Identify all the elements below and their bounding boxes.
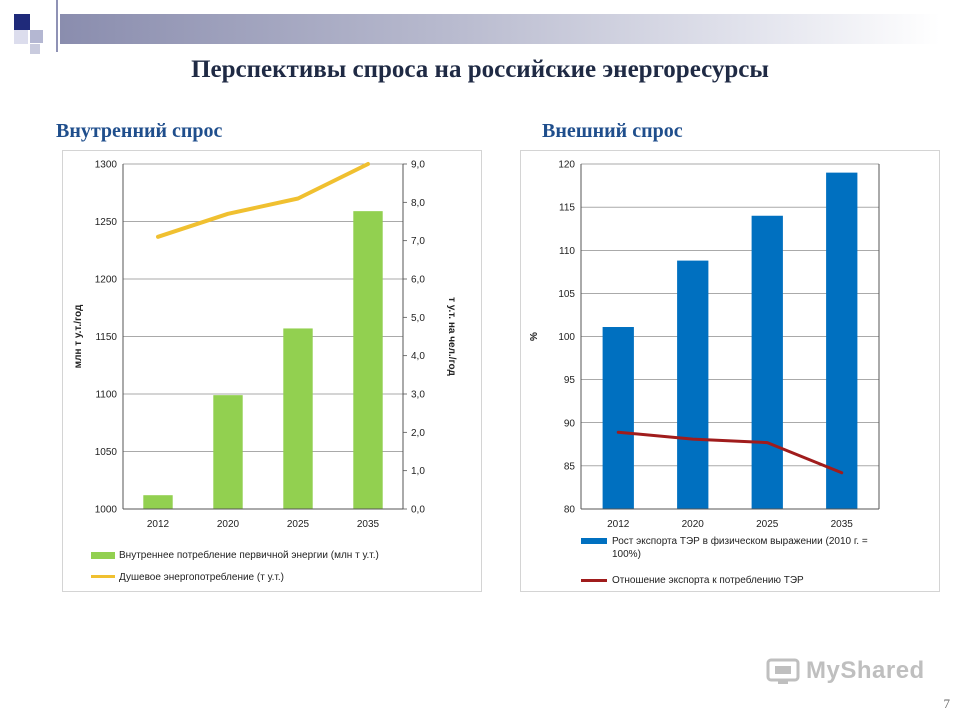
chart2-frame: 80 85 90 95 100 105 110 115 120% 2012 2020 2025 2035… — [520, 150, 940, 592]
x-tick-label: 2035 — [831, 519, 854, 530]
corner-square-light — [30, 44, 40, 54]
x-tick-label: 2035 — [357, 519, 380, 530]
legend-export-growth: Рост экспорта ТЭР в физическом выражении… — [612, 536, 868, 560]
y-axis-title: млн т у.т./год — [73, 304, 84, 368]
chart1-svg: 1000 1050 1100 1150 1200 1250 1300 млн т у.т./г… — [73, 160, 457, 531]
chart1-subtitle: Внутренний спрос — [56, 120, 223, 142]
slide-title: Перспективы спроса на российские энергор… — [191, 56, 769, 83]
y2-axis-title: т у.т. на чел./год — [446, 297, 457, 376]
y2-tick-label: 6,0 — [411, 275, 425, 286]
chart2-subtitle: Внешний спрос — [542, 120, 683, 142]
bar-2025 — [283, 328, 313, 509]
y2-tick-label: 3,0 — [411, 390, 425, 401]
y-tick-label: 1150 — [95, 332, 117, 343]
header-divider — [56, 0, 58, 52]
y-tick-label: 115 — [559, 203, 575, 214]
corner-square-dark — [14, 14, 30, 30]
chart2-svg: 80 85 90 95 100 105 110 115 120% 2012 2020 2025 2035 — [529, 160, 880, 530]
bar-2012 — [602, 327, 634, 509]
y2-tick-label: 0,0 — [411, 505, 425, 516]
x-tick-label: 2012 — [147, 519, 170, 530]
y-tick-label: 1200 — [95, 275, 118, 286]
legend-per-capita: Душевое энергопотребление (т у.т.) — [119, 572, 284, 583]
myshared-logo: MyShared — [766, 656, 925, 686]
y2-tick-label: 5,0 — [411, 313, 425, 324]
bar-2025 — [751, 215, 783, 509]
legend-swatch-export-growth — [581, 538, 607, 544]
header-bar — [60, 14, 940, 44]
logo-icon — [766, 658, 800, 684]
x-tick-label: 2025 — [287, 519, 310, 530]
line-series-1 — [156, 162, 370, 239]
x-tick-label: 2012 — [607, 519, 630, 530]
y-tick-label: 90 — [564, 418, 576, 429]
y2-tick-label: 4,0 — [411, 351, 425, 362]
bar-2012 — [143, 495, 173, 509]
bar-2020 — [213, 395, 243, 509]
x-tick-label: 2020 — [682, 519, 705, 530]
y-tick-label: 1100 — [95, 390, 117, 401]
y-tick-label: 100 — [558, 332, 575, 343]
y2-tick-label: 1,0 — [411, 466, 425, 477]
legend-swatch-domestic-consumption — [91, 552, 115, 559]
y2-tick-label: 7,0 — [411, 236, 425, 247]
y-tick-label: 110 — [559, 246, 575, 257]
y-tick-label: 95 — [564, 375, 576, 386]
bar-2020 — [677, 260, 709, 509]
legend-swatch-export-ratio — [581, 579, 607, 582]
x-tick-label: 2025 — [756, 519, 779, 530]
y2-tick-label: 9,0 — [411, 160, 425, 171]
y2-tick-label: 8,0 — [411, 198, 425, 209]
y-tick-label: 85 — [564, 461, 576, 472]
logo-text: MyShared — [806, 657, 925, 684]
y-tick-label: 120 — [558, 160, 575, 171]
y-tick-label: 105 — [558, 289, 575, 300]
y-tick-label: 1250 — [95, 217, 118, 228]
y-tick-label: 80 — [564, 505, 576, 516]
y-tick-label: 1300 — [95, 160, 118, 171]
corner-square-light — [30, 30, 43, 43]
legend-swatch-per-capita — [91, 575, 115, 578]
legend-export-ratio: Отношение экспорта к потреблению ТЭР — [612, 575, 804, 586]
bar-2035 — [353, 211, 383, 509]
page-number: 7 — [943, 696, 951, 711]
y-tick-label: 1000 — [95, 505, 118, 516]
legend-domestic-consumption: Внутреннее потребление первичной энергии… — [119, 550, 379, 561]
bar-2035 — [826, 172, 858, 509]
y-tick-label: 1050 — [95, 447, 118, 458]
y2-tick-label: 2,0 — [411, 428, 425, 439]
line-series-1 — [616, 430, 844, 475]
y-axis-title: % — [529, 332, 540, 341]
chart1-frame: 1000 1050 1100 1150 1200 1250 1300 млн т у.т./г… — [62, 150, 482, 592]
corner-square-light — [14, 30, 28, 44]
x-tick-label: 2020 — [217, 519, 240, 530]
